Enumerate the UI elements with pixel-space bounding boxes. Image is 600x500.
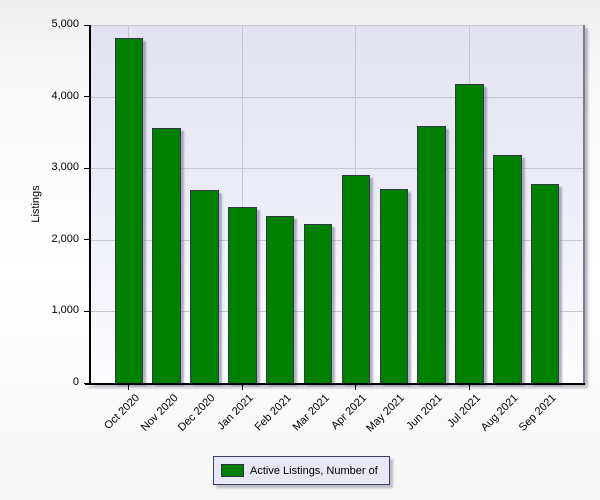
bar-mar-2021[interactable] [303,223,333,383]
y-axis-line [89,25,91,385]
plot-area [91,25,585,383]
y-tick-label: 0 [72,376,79,388]
bar-jun-2021[interactable] [417,125,446,383]
legend-box: Active Listings, Number of [213,456,390,485]
bar-oct-2020[interactable] [114,37,144,383]
x-tick [355,385,357,390]
x-tick [241,385,243,390]
y-tick [84,310,90,312]
y-gridline [91,25,583,26]
x-tick [128,385,130,390]
bar-apr-2021[interactable] [341,174,371,383]
y-tick-label: 3,000 [51,161,79,174]
bar-jul-2021[interactable] [455,84,484,383]
y-tick [84,382,90,384]
y-tick-label: 1,000 [51,304,79,317]
x-tick-label: Jul 2021 [445,392,483,430]
bar-sep-2021[interactable] [530,183,560,383]
x-tick-label: Feb 2021 [252,392,294,434]
y-tick-label: 5,000 [51,18,79,30]
x-tick-label: Sep 2021 [516,392,559,434]
x-axis-line [85,383,585,385]
x-tick-label: May 2021 [364,392,408,435]
y-gridline [91,311,583,313]
bar-nov-2020[interactable] [152,127,181,383]
y-tick [84,96,90,98]
y-tick [84,167,90,169]
legend-swatch-icon [221,464,244,477]
bar-dec-2020[interactable] [190,190,219,383]
y-tick-label: 2,000 [51,232,79,245]
bar-may-2021[interactable] [379,189,409,383]
x-tick-label: Jan 2021 [215,392,256,433]
legend-label: Active Listings, Number of [250,464,378,477]
y-gridline [91,168,583,170]
bar-jan-2021[interactable] [228,206,257,383]
x-tick-label: Jun 2021 [404,392,446,433]
y-tick [84,239,90,241]
y-axis-title: Listings [30,185,42,223]
x-tick-label: Mar 2021 [290,392,332,434]
x-gridline [241,25,243,383]
x-tick-label: Dec 2020 [176,392,219,434]
x-tick-label: Nov 2020 [138,392,181,434]
x-tick-label: Aug 2021 [479,392,521,434]
y-gridline [91,96,583,98]
x-tick [468,385,470,390]
y-tick-label: 4,000 [51,89,79,102]
bar-aug-2021[interactable] [493,154,522,383]
y-tick [84,24,90,26]
x-tick-label: Oct 2020 [102,392,143,433]
bar-feb-2021[interactable] [265,216,295,383]
y-gridline [91,239,583,241]
